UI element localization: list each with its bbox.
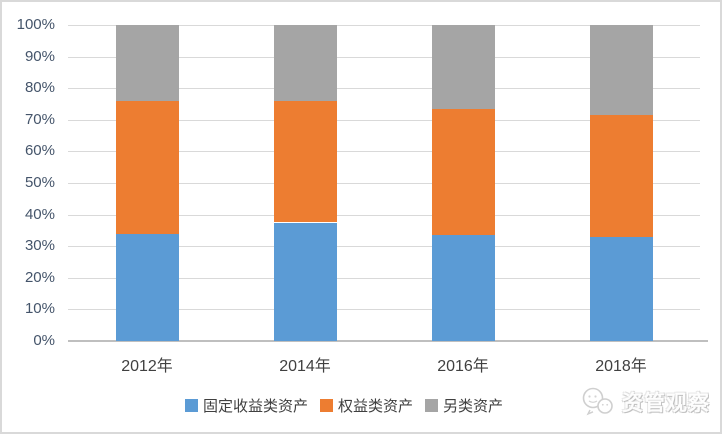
watermark: 资管观察 [580,386,710,418]
gridline-20 [68,278,700,279]
bar-2012年-权益类资产 [116,100,179,234]
y-tick-label-50: 50% [24,174,55,191]
legend-marker-icon [185,399,198,412]
y-tick-label-10: 10% [24,300,55,317]
legend-label: 另类资产 [443,398,504,415]
legend-item-权益类资产: 权益类资产 [320,395,413,416]
bar-2012年-另类资产 [116,25,179,101]
x-tick-label-2018年: 2018年 [595,358,647,375]
legend-marker-icon [320,399,334,412]
gridline-100 [68,25,700,26]
bar-2016年-另类资产 [432,25,495,109]
bar-2016年-固定收益类资产 [432,235,495,341]
legend-item-固定收益类资产: 固定收益类资产 [185,395,308,416]
y-tick-label-30: 30% [24,237,55,254]
watermark-text: 资管观察 [622,392,710,415]
y-tick-label-80: 80% [24,79,55,96]
x-axis-line [68,340,708,342]
legend-label: 权益类资产 [338,398,414,415]
y-tick-label-60: 60% [24,142,55,159]
y-tick-label-40: 40% [24,206,55,223]
bar-2018年-另类资产 [590,25,653,116]
gridline-70 [68,120,700,121]
gridline-10 [68,309,700,310]
y-tick-label-90: 90% [24,48,55,65]
y-tick-label-100: 100% [16,16,55,33]
y-tick-label-70: 70% [24,111,55,128]
wechat-logo-icon [582,387,613,416]
x-tick-label-2014年: 2014年 [279,358,331,375]
bar-2014年-另类资产 [274,25,337,101]
legend-marker-icon [425,399,439,412]
legend-label: 固定收益类资产 [203,398,309,415]
legend-item-另类资产: 另类资产 [425,395,503,416]
gridline-30 [68,246,700,247]
chart-legend: 固定收益类资产 权益类资产 另类资产 [185,395,515,416]
bar-2018年-固定收益类资产 [590,236,653,341]
y-tick-label-20: 20% [24,269,55,286]
bar-2016年-权益类资产 [432,108,495,236]
gridline-50 [68,183,700,184]
bar-2018年-权益类资产 [590,115,653,237]
bar-2012年-固定收益类资产 [116,233,179,341]
gridline-40 [68,215,700,216]
x-tick-label-2012年: 2012年 [121,358,173,375]
gridline-80 [68,88,700,89]
bar-2014年-固定收益类资产 [274,222,337,341]
gridline-90 [68,57,700,58]
x-tick-label-2016年: 2016年 [437,358,489,375]
y-tick-label-0: 0% [33,332,55,349]
gridline-60 [68,151,700,152]
bar-2014年-权益类资产 [274,100,337,223]
